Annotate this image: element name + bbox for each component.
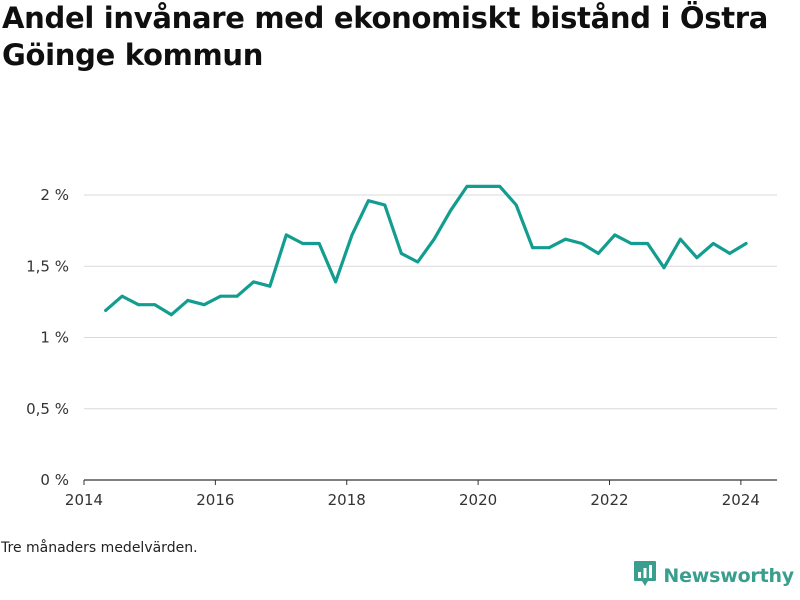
- data-point: [186, 299, 190, 302]
- data-point: [580, 242, 584, 245]
- data-point: [564, 237, 567, 241]
- y-tick-label: 1 %: [40, 329, 69, 347]
- footnote: Tre månaders medelvärden.: [1, 540, 198, 556]
- y-tick-label: 0 %: [40, 471, 69, 489]
- brand-name: Newsworthy: [663, 565, 794, 587]
- y-tick-label: 1,5 %: [26, 257, 69, 275]
- chart-title: Andel invånare med ekonomiskt bistånd i …: [2, 1, 769, 72]
- data-point: [679, 237, 682, 241]
- data-point: [383, 203, 387, 207]
- data-point: [728, 252, 732, 255]
- data-point: [662, 266, 666, 270]
- data-point: [301, 242, 305, 245]
- data-point: [596, 252, 600, 255]
- data-point: [317, 242, 321, 245]
- x-tick-label: 2020: [459, 491, 497, 509]
- data-point: [235, 294, 239, 298]
- data-point: [416, 260, 420, 264]
- data-point: [465, 185, 469, 188]
- data-point: [482, 185, 485, 188]
- data-point: [646, 242, 649, 245]
- data-point: [334, 280, 337, 284]
- data-point: [432, 237, 436, 241]
- series-line: [104, 184, 748, 317]
- data-point: [514, 203, 518, 207]
- data-point: [695, 256, 699, 260]
- data-point: [202, 303, 206, 307]
- data-point: [498, 185, 502, 188]
- x-tick-label: 2018: [328, 491, 366, 509]
- data-point: [252, 280, 255, 284]
- data-point: [170, 313, 173, 317]
- data-point: [137, 303, 140, 307]
- brand-logo[interactable]: Newsworthy: [633, 560, 794, 592]
- data-point: [350, 233, 354, 237]
- data-point: [399, 252, 403, 255]
- data-point: [531, 246, 534, 250]
- data-point: [744, 242, 748, 245]
- x-tick-label: 2022: [590, 491, 628, 509]
- data-point: [367, 199, 370, 203]
- y-tick-label: 0,5 %: [26, 400, 69, 418]
- data-point: [284, 233, 288, 237]
- y-tick-label: 2 %: [40, 186, 69, 204]
- data-point: [120, 294, 124, 298]
- x-tick-label: 2016: [196, 491, 234, 509]
- data-point: [268, 284, 272, 288]
- x-tick-label: 2024: [722, 491, 760, 509]
- data-point: [547, 246, 551, 250]
- axes: 0 % 0,5 % 1 % 1,5 % 2 % 2014 2016 2018 2020 2022 2…: [26, 186, 777, 509]
- data-point: [629, 242, 633, 245]
- data-point: [711, 242, 715, 245]
- data-point: [219, 294, 223, 298]
- data-point: [153, 303, 157, 307]
- series-layer: [104, 184, 748, 317]
- newsworthy-logo-icon: [633, 560, 657, 592]
- data-point: [449, 209, 452, 213]
- data-point: [104, 309, 108, 312]
- data-point: [613, 233, 617, 237]
- x-tick-label: 2014: [65, 491, 103, 509]
